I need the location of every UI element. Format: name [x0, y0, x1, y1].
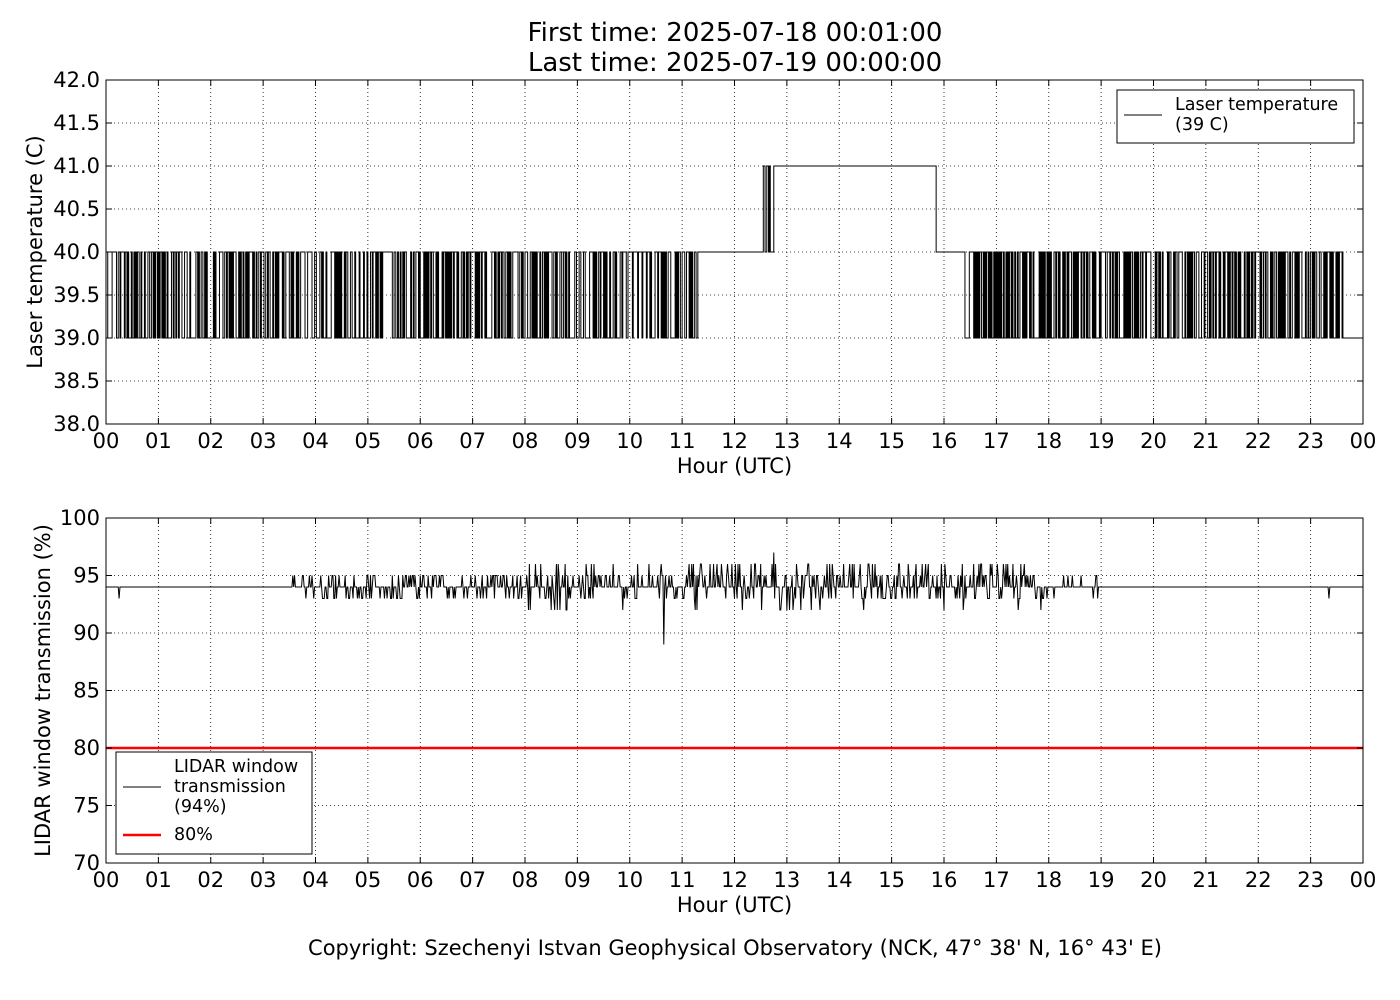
- legend-label: LIDAR window transmission (94%): [174, 757, 298, 817]
- x-tick-label: 20: [1140, 868, 1167, 892]
- y-tick-label: 39.5: [53, 283, 100, 307]
- x-axis-label: Hour (UTC): [677, 893, 792, 917]
- x-tick-label: 21: [1193, 868, 1220, 892]
- y-tick-label: 38.0: [53, 412, 100, 436]
- x-tick-label: 22: [1245, 868, 1272, 892]
- x-tick-label: 06: [407, 868, 434, 892]
- x-tick-label: 11: [669, 429, 696, 453]
- x-tick-label: 07: [459, 868, 486, 892]
- x-tick-label: 12: [721, 868, 748, 892]
- laser-temperature-series: [106, 165, 1363, 339]
- x-tick-label: 12: [721, 429, 748, 453]
- x-tick-label: 14: [826, 429, 853, 453]
- x-tick-label: 20: [1140, 429, 1167, 453]
- x-tick-label: 15: [878, 868, 905, 892]
- copyright-text: Copyright: Szechenyi Istvan Geophysical …: [308, 936, 1162, 960]
- x-tick-label: 10: [616, 429, 643, 453]
- x-tick-label: 05: [355, 868, 382, 892]
- x-tick-label: 13: [774, 868, 801, 892]
- x-tick-label: 10: [616, 868, 643, 892]
- x-tick-label: 00: [1350, 429, 1377, 453]
- x-tick-label: 13: [774, 429, 801, 453]
- x-tick-label: 16: [931, 429, 958, 453]
- x-tick-label: 01: [145, 429, 172, 453]
- x-tick-label: 05: [355, 429, 382, 453]
- x-tick-label: 08: [512, 868, 539, 892]
- x-tick-label: 06: [407, 429, 434, 453]
- x-tick-label: 09: [564, 429, 591, 453]
- legend-box: [115, 751, 313, 855]
- x-tick-label: 04: [302, 429, 329, 453]
- y-tick-label: 90: [73, 621, 100, 645]
- x-tick-label: 16: [931, 868, 958, 892]
- x-axis-label: Hour (UTC): [677, 454, 792, 478]
- x-tick-label: 21: [1193, 429, 1220, 453]
- x-tick-label: 17: [983, 868, 1010, 892]
- y-tick-label: 42.0: [53, 68, 100, 92]
- chart-title-line2: Last time: 2025-07-19 00:00:00: [527, 48, 943, 78]
- x-tick-label: 00: [93, 868, 120, 892]
- x-tick-label: 23: [1297, 868, 1324, 892]
- x-tick-label: 01: [145, 868, 172, 892]
- y-tick-label: 38.5: [53, 369, 100, 393]
- legend-label: 80%: [174, 825, 213, 845]
- y-tick-label: 95: [73, 564, 100, 588]
- x-tick-label: 09: [564, 868, 591, 892]
- x-tick-label: 02: [197, 868, 224, 892]
- x-tick-label: 04: [302, 868, 329, 892]
- x-tick-label: 17: [983, 429, 1010, 453]
- x-tick-label: 11: [669, 868, 696, 892]
- x-tick-label: 02: [197, 429, 224, 453]
- lidar-transmission-series: [106, 552, 1363, 645]
- legend-box: [1116, 89, 1355, 144]
- y-tick-label: 40.0: [53, 240, 100, 264]
- y-tick-label: 41.5: [53, 111, 100, 135]
- x-tick-label: 07: [459, 429, 486, 453]
- x-tick-label: 18: [1035, 868, 1062, 892]
- x-tick-label: 22: [1245, 429, 1272, 453]
- x-tick-label: 14: [826, 868, 853, 892]
- y-tick-label: 75: [73, 794, 100, 818]
- x-tick-label: 03: [250, 429, 277, 453]
- y-tick-label: 40.5: [53, 197, 100, 221]
- x-tick-label: 15: [878, 429, 905, 453]
- x-tick-label: 03: [250, 868, 277, 892]
- x-tick-label: 00: [93, 429, 120, 453]
- y-axis-label: LIDAR window transmission (%): [31, 524, 55, 857]
- y-tick-label: 85: [73, 679, 100, 703]
- x-tick-label: 23: [1297, 429, 1324, 453]
- y-tick-label: 39.0: [53, 326, 100, 350]
- x-tick-label: 18: [1035, 429, 1062, 453]
- x-tick-label: 08: [512, 429, 539, 453]
- legend-label: Laser temperature (39 C): [1175, 95, 1338, 135]
- y-tick-label: 80: [73, 736, 100, 760]
- chart-title-line1: First time: 2025-07-18 00:01:00: [527, 18, 943, 48]
- x-tick-label: 00: [1350, 868, 1377, 892]
- x-tick-label: 19: [1088, 429, 1115, 453]
- y-axis-label: Laser temperature (C): [23, 135, 47, 368]
- y-tick-label: 70: [73, 851, 100, 875]
- y-tick-label: 100: [60, 506, 100, 530]
- y-tick-label: 41.0: [53, 154, 100, 178]
- x-tick-label: 19: [1088, 868, 1115, 892]
